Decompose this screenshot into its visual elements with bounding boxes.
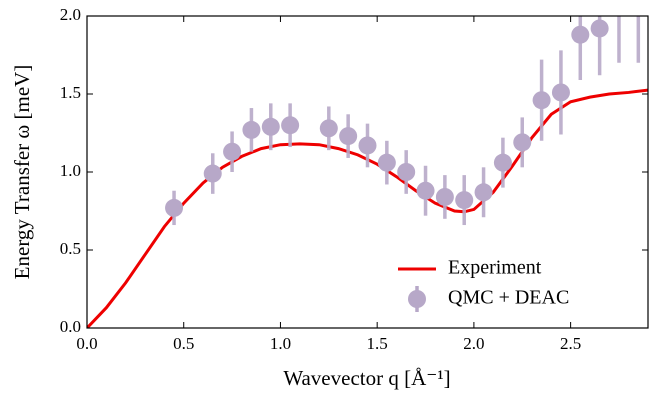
data-point [590, 19, 609, 38]
data-point [551, 83, 570, 102]
legend-label: Experiment [448, 257, 542, 279]
data-point [532, 91, 551, 110]
data-point [571, 25, 590, 44]
y-tick-label: 0.0 [60, 317, 81, 336]
x-axis-label: Wavevector q [Å⁻¹] [283, 366, 450, 390]
data-point [416, 181, 435, 200]
axes-frame [86, 15, 649, 329]
y-tick-label: 0.5 [60, 239, 81, 258]
data-point [397, 163, 416, 181]
data-point [261, 117, 280, 136]
x-tick-label: 0.5 [173, 334, 194, 353]
data-point [203, 164, 222, 183]
data-point [435, 187, 454, 206]
data-point [242, 120, 261, 139]
legend-label: QMC + DEAC [448, 287, 569, 309]
x-tick-label: 2.0 [463, 334, 484, 353]
x-tick-label: 1.5 [367, 334, 388, 353]
x-tick-label: 2.5 [560, 334, 581, 353]
y-tick-label: 1.5 [60, 83, 81, 102]
data-point [455, 191, 474, 210]
data-point [474, 183, 493, 202]
x-tick-label: 1.0 [270, 334, 291, 353]
data-point [513, 133, 532, 152]
data-point [358, 136, 377, 155]
data-point [319, 119, 338, 138]
y-tick-label: 1.0 [60, 161, 81, 180]
legend-marker [408, 290, 426, 308]
y-tick-label: 2.0 [60, 5, 81, 24]
x-tick-label: 0.0 [76, 334, 97, 353]
plot-area [87, 16, 648, 328]
data-point [165, 198, 184, 217]
data-point [377, 153, 396, 172]
data-point [223, 142, 242, 161]
data-point [339, 127, 358, 146]
experiment-line [87, 88, 648, 328]
data-point [493, 153, 512, 172]
y-axis-label: Energy Transfer ω [meV] [10, 65, 34, 280]
data-point [281, 116, 300, 135]
